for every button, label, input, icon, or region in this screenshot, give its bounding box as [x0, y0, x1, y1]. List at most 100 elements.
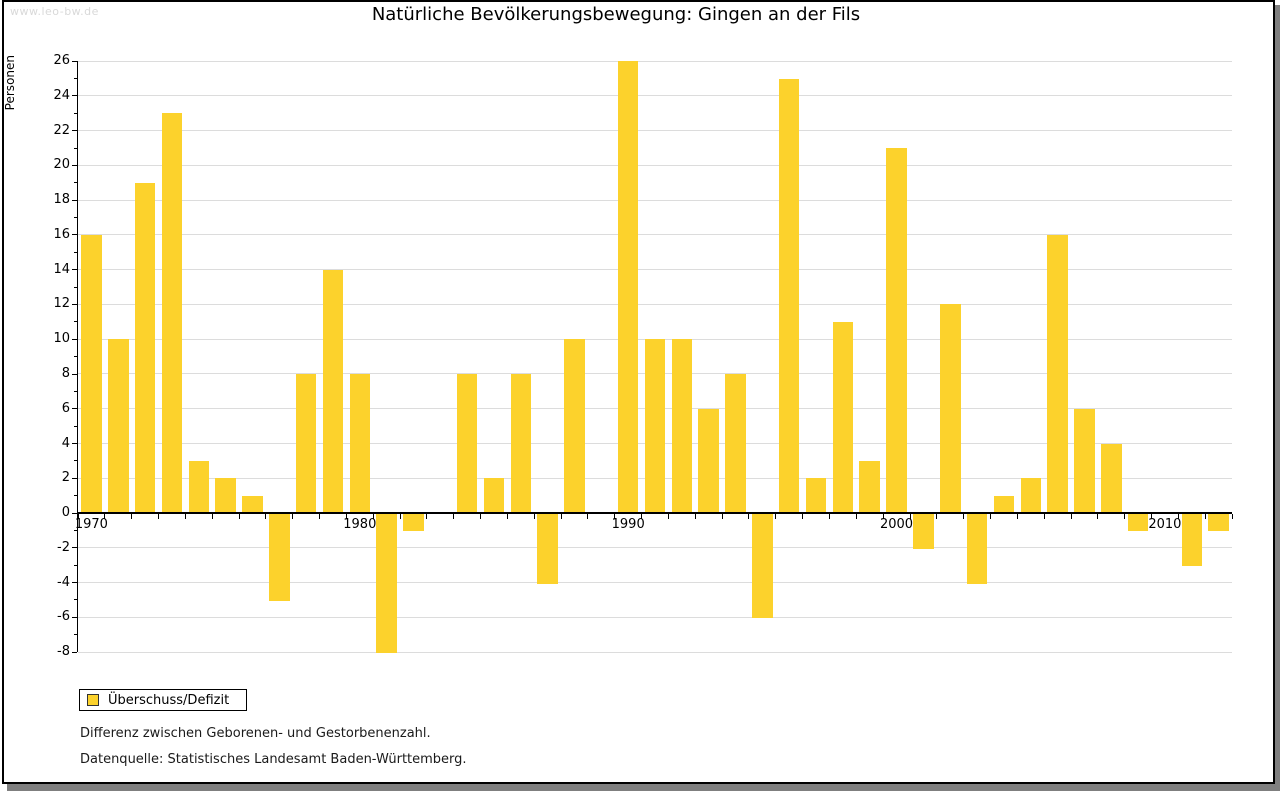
y-tick-label: -6: [57, 609, 70, 625]
gridline: [78, 547, 1232, 549]
x-tick: [936, 514, 938, 519]
x-tick: [1124, 514, 1126, 519]
bar: [778, 78, 800, 513]
bar: [832, 321, 854, 513]
y-tick: [72, 582, 77, 583]
x-tick-label: 2000: [879, 517, 914, 532]
x-tick: [104, 514, 106, 519]
y-tick-label: 24: [53, 87, 70, 103]
bar: [322, 269, 344, 513]
bar: [403, 514, 424, 532]
bar: [752, 514, 773, 619]
x-tick: [990, 514, 991, 519]
x-tick: [426, 514, 428, 519]
y-tick: [72, 408, 77, 410]
bar: [1047, 234, 1068, 513]
bar: [1101, 443, 1122, 513]
x-tick: [77, 514, 79, 519]
bar: [1208, 514, 1229, 532]
frame-shadow-bottom: [7, 784, 1280, 791]
x-tick: [855, 514, 857, 519]
y-tick: [72, 512, 77, 514]
x-tick: [345, 514, 347, 519]
y-tick: [74, 182, 77, 184]
x-tick: [1177, 514, 1179, 519]
x-tick: [319, 514, 320, 519]
x-tick: [1231, 514, 1233, 519]
x-tick: [641, 514, 643, 519]
bar: [81, 234, 102, 513]
bar: [134, 182, 156, 513]
bar: [940, 304, 961, 513]
frame-shadow-right: [1275, 5, 1280, 791]
bar: [510, 374, 532, 513]
y-tick: [74, 564, 77, 566]
bar: [725, 374, 746, 513]
legend-label: Überschuss/Defizit: [108, 692, 230, 708]
y-tick: [74, 529, 77, 531]
y-tick-label: 6: [61, 400, 70, 416]
y-tick: [72, 130, 77, 132]
footnote-definition: Differenz zwischen Geborenen- und Gestor…: [80, 726, 431, 741]
y-tick: [74, 356, 77, 358]
x-tick: [909, 514, 911, 519]
bar: [161, 113, 183, 513]
x-tick: [238, 514, 240, 519]
x-tick: [372, 514, 374, 519]
bar: [913, 514, 934, 549]
bar: [108, 339, 129, 513]
y-tick: [72, 199, 77, 201]
x-tick: [802, 514, 804, 519]
bar: [671, 339, 693, 513]
gridline: [78, 199, 1232, 201]
bar: [483, 478, 505, 513]
legend: Überschuss/Defizit: [79, 689, 247, 711]
watermark: www.leo-bw.de: [10, 5, 99, 18]
x-tick: [882, 514, 884, 519]
bar: [269, 514, 290, 601]
y-tick-label: 8: [61, 366, 70, 381]
x-tick: [131, 514, 133, 519]
y-tick: [74, 495, 77, 497]
y-tick-label: 14: [53, 261, 70, 277]
gridline: [78, 234, 1232, 236]
bar: [564, 339, 585, 513]
gridline: [78, 303, 1232, 305]
x-tick: [480, 514, 482, 519]
y-tick: [74, 112, 77, 114]
y-tick: [72, 616, 77, 618]
x-tick: [1204, 514, 1206, 519]
footnote-source: Datenquelle: Statistisches Landesamt Bad…: [80, 752, 467, 767]
x-tick: [775, 514, 777, 519]
y-tick: [74, 286, 77, 288]
y-tick: [72, 303, 77, 305]
y-tick-label: 20: [53, 157, 70, 173]
x-tick: [399, 514, 401, 519]
y-tick: [72, 477, 77, 479]
y-tick: [74, 634, 77, 636]
bar: [617, 61, 639, 513]
gridline: [78, 269, 1232, 271]
y-tick: [74, 599, 77, 601]
gridline: [78, 130, 1232, 132]
y-tick: [74, 390, 77, 392]
bar: [349, 374, 370, 513]
x-tick: [184, 514, 186, 519]
bar: [859, 460, 880, 513]
gridline: [78, 60, 1232, 62]
gridline: [78, 582, 1232, 584]
x-tick: [211, 514, 213, 519]
x-tick: [963, 514, 965, 519]
bar: [805, 478, 827, 513]
gridline: [78, 95, 1232, 97]
x-tick: [748, 514, 750, 519]
y-tick: [74, 460, 77, 462]
y-tick-label: 10: [53, 331, 70, 347]
x-tick: [292, 514, 294, 519]
bar: [993, 495, 1015, 513]
y-tick: [72, 269, 77, 271]
x-tick-label: 1990: [611, 517, 645, 532]
y-tick: [72, 443, 77, 444]
bar: [215, 478, 236, 513]
